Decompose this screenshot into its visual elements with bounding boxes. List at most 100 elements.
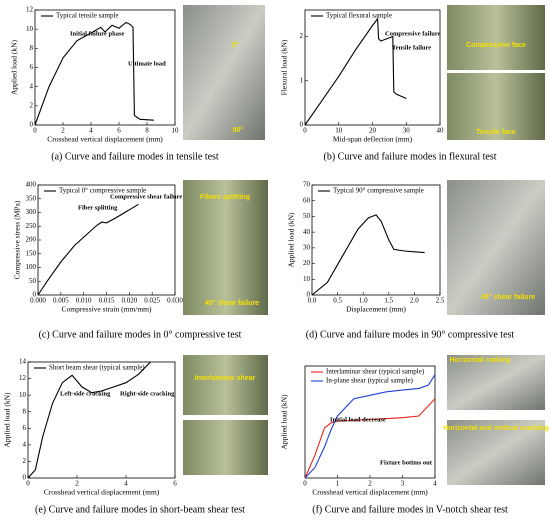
y-axis-label: Flexural load (kN) [280, 39, 289, 95]
photo [183, 420, 268, 475]
y-tick-label: 200 [26, 236, 37, 244]
y-axis-label: Applied load (kN) [280, 394, 289, 449]
y-tick-label: 0 [23, 474, 27, 482]
y-tick-label: 4 [23, 440, 27, 448]
x-tick-label: 0.5 [333, 297, 342, 305]
y-tick-label: 350 [26, 194, 37, 202]
y-tick-label: 70 [303, 181, 311, 189]
y-tick-label: 100 [26, 263, 37, 271]
y-tick-label: 10 [303, 275, 311, 283]
photo-label: 0° [232, 41, 239, 49]
caption: (a) Curve and failure modes in tensile t… [51, 151, 219, 162]
y-tick-label: 2 [30, 101, 34, 109]
y-tick-label: 30 [303, 243, 311, 251]
photo-label: Horizontal and vertical cracking [443, 425, 549, 432]
y-tick-label: 8 [30, 44, 34, 52]
annotation: Initial load decrease [330, 416, 386, 423]
data-line [304, 374, 436, 479]
caption: (f) Curve and failure modes in V-notch s… [312, 504, 508, 515]
x-tick-label: 4 [89, 127, 93, 135]
photo [447, 73, 545, 140]
data-line [27, 361, 151, 479]
y-tick-label: 250 [26, 222, 37, 230]
photo-label: 45° shear failure [481, 293, 535, 301]
y-tick-label: 0 [30, 121, 34, 129]
y-tick-label: 10 [19, 391, 27, 399]
x-tick-label: 0.020 [121, 297, 137, 305]
y-tick-label: 400 [26, 181, 37, 189]
annotation: Compressive failure [385, 30, 441, 37]
x-axis-label: Crosshead vertical displacement (mm) [44, 488, 160, 497]
plot-frame [304, 9, 441, 126]
y-tick-label: 12 [19, 374, 27, 382]
annotation: Tensile failure [392, 44, 431, 51]
caption: (e) Curve and failure modes in short-bea… [35, 504, 245, 515]
y-tick-label: 1 [300, 76, 304, 84]
y-axis-label: Applied load (kN) [10, 40, 19, 95]
photo [183, 180, 268, 315]
y-tick-label: 2 [300, 32, 304, 40]
plot-frame [27, 361, 176, 479]
y-tick-label: 0 [307, 291, 311, 299]
annotation: Left-side cracking [60, 390, 111, 397]
x-tick-label: 1 [336, 480, 340, 488]
annotation: Ultimate load [128, 60, 166, 67]
x-tick-label: 2.5 [436, 297, 445, 305]
data-line [37, 203, 139, 296]
photo-label: Fibers splitting [200, 194, 250, 201]
y-tick-label: 300 [26, 208, 37, 216]
x-tick-label: 0.000 [30, 297, 46, 305]
x-axis-label: Displacement (mm) [346, 305, 406, 314]
x-tick-label: 2 [368, 480, 372, 488]
x-tick-label: 30 [403, 127, 411, 135]
x-tick-label: 0 [303, 480, 307, 488]
y-tick-label: 6 [23, 424, 27, 432]
photo-label: 90° [233, 126, 244, 134]
y-tick-label: 150 [26, 249, 37, 257]
x-axis-label: Mid-span deflection (mm) [333, 135, 413, 144]
annotation: Right-side cracking [120, 390, 175, 397]
photo-label: Interlaminar shear [195, 375, 256, 382]
caption: (c) Curve and failure modes in 0° compre… [39, 329, 242, 340]
x-tick-label: 3 [401, 480, 405, 488]
x-tick-label: 0.030 [167, 297, 183, 305]
x-tick-label: 6 [173, 480, 177, 488]
legend-label: Interlaminar shear (typical sample) [326, 368, 425, 376]
y-tick-label: 4 [30, 82, 34, 90]
x-tick-label: 40 [437, 127, 445, 135]
x-tick-label: 1.0 [359, 297, 368, 305]
y-tick-label: 2 [23, 457, 27, 465]
data-line [304, 398, 436, 479]
caption: (d) Curve and failure modes in 90° compr… [306, 329, 515, 340]
legend-label: Typical tensile sample [56, 12, 119, 20]
photo [183, 5, 265, 140]
y-tick-label: 0 [300, 121, 304, 129]
panel: 0.000 0.005 0.010 0.015 0.020 0.025 0.030 0 50 10… [13, 180, 268, 340]
data-line [304, 17, 407, 126]
photo [447, 180, 545, 315]
annotation: Fixture bottms out [380, 459, 433, 466]
x-tick-label: 0.005 [53, 297, 69, 305]
y-tick-label: 6 [30, 63, 34, 71]
annotation: Initial failure phase [70, 30, 125, 37]
x-tick-label: 4 [433, 480, 437, 488]
x-tick-label: 2.0 [410, 297, 419, 305]
x-tick-label: 1.5 [384, 297, 393, 305]
y-tick-label: 50 [303, 212, 311, 220]
x-axis-label: Compressive strain (mm/mm) [62, 305, 152, 314]
x-tick-label: 0 [303, 127, 307, 135]
x-tick-label: 10 [335, 127, 343, 135]
y-tick-label: 50 [29, 277, 37, 285]
x-tick-label: 0.015 [99, 297, 115, 305]
y-axis-label: Compressive stress (MPa) [13, 200, 22, 279]
photo [447, 355, 545, 410]
legend-label: Short beam shear (typical sample) [49, 364, 145, 372]
plot-frame [311, 184, 441, 296]
photo [447, 420, 545, 485]
plot-frame [37, 184, 176, 296]
x-tick-label: 10 [172, 127, 180, 135]
x-tick-label: 20 [369, 127, 377, 135]
y-tick-label: 14 [19, 358, 27, 366]
y-tick-label: 60 [303, 196, 311, 204]
legend-label: Typical flexural sample [326, 12, 392, 20]
